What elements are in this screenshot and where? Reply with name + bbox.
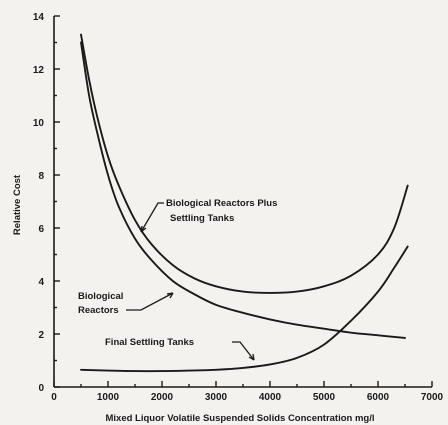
annotation-reactors-plus-tanks: Biological Reactors Plus Settling Tanks [166, 198, 277, 224]
x-tick-label: 6000 [367, 392, 390, 403]
annotation-arrowhead-final-settling-tanks [248, 353, 255, 361]
y-tick-label: 14 [33, 12, 45, 23]
annotation-biological-reactors: Biological Reactors [78, 291, 123, 316]
series-line-final-settling-tanks [80, 245, 409, 373]
x-tick-label: 7000 [421, 392, 444, 403]
x-tick-label: 5000 [313, 392, 336, 403]
x-tick-label: 4000 [259, 392, 282, 403]
axis-ticks: 0 1000 2000 3000 4000 5000 6000 7000 0 2 4 6 8 10 12 14 [33, 12, 444, 403]
y-axis-label: Relative Cost [12, 174, 23, 235]
x-tick-label: 2000 [151, 392, 174, 403]
y-tick-label: 2 [38, 330, 44, 341]
y-tick-label: 6 [38, 224, 44, 235]
annotation-leader-final-settling-tanks [232, 341, 255, 361]
series-line-biological-reactors [80, 41, 406, 339]
series-line-reactors-plus-tanks [80, 33, 409, 294]
y-tick-label: 0 [38, 383, 44, 394]
y-tick-label: 10 [33, 118, 45, 129]
annotation-arrowhead-reactors-plus-tanks [140, 225, 147, 233]
y-tick-label: 8 [38, 171, 44, 182]
x-tick-label: 0 [51, 392, 57, 403]
y-tick-label: 4 [38, 277, 44, 288]
x-tick-label: 3000 [205, 392, 228, 403]
annotation-final-settling-tanks: Final Settling Tanks [105, 337, 194, 348]
x-tick-label: 1000 [97, 392, 120, 403]
annotations: Biological Reactors Plus Settling Tanks Bi… [78, 198, 277, 361]
series-lines [80, 33, 409, 373]
annotation-leader-reactors-plus-tanks [140, 202, 164, 233]
x-axis-label: Mixed Liquor Volatile Suspended Solids C… [105, 413, 374, 424]
annotation-arrowhead-biological-reactors [166, 292, 174, 299]
annotation-leader-biological-reactors [126, 292, 174, 311]
y-tick-label: 12 [33, 65, 45, 76]
